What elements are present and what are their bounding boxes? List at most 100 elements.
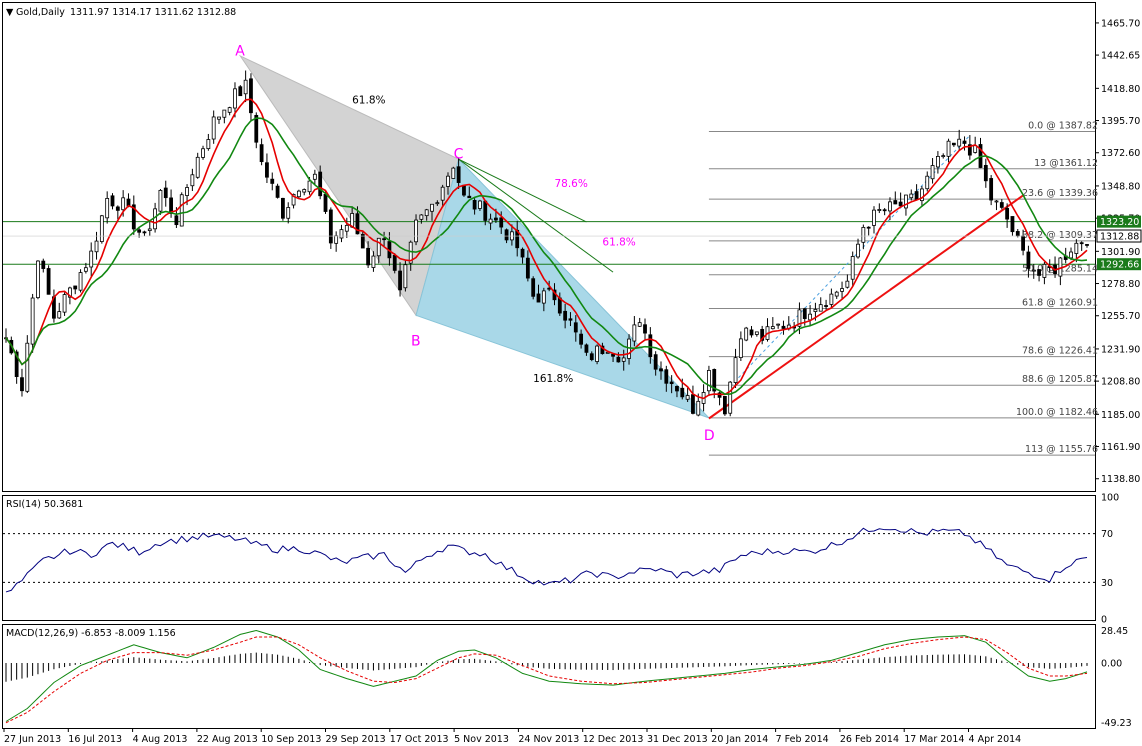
candle-body	[696, 400, 701, 416]
candle-body	[834, 291, 839, 297]
candle-body	[472, 199, 477, 210]
fib-level-label: 38.2 @ 1309.37	[1022, 230, 1098, 241]
candle-body	[712, 369, 717, 392]
candle-body	[983, 164, 988, 182]
candle-body	[861, 226, 866, 243]
candle-body	[584, 344, 589, 353]
macd-tick-label: 28.45	[1101, 626, 1128, 637]
candle-body	[632, 324, 637, 342]
candle-body	[1069, 251, 1073, 259]
candle-body	[781, 325, 786, 329]
time-tick-label: 20 Jan 2014	[711, 734, 768, 745]
slow-moving-average	[5, 117, 1088, 395]
price-tick-label: 1161.90	[1101, 442, 1140, 453]
candle-body	[951, 142, 956, 146]
candle-body	[547, 287, 552, 290]
candle-body	[110, 195, 115, 207]
time-tick-label: 29 Sep 2013	[326, 734, 386, 745]
chart-header-arrow[interactable]: ▼	[6, 7, 14, 18]
candle-body	[20, 377, 24, 392]
macd-tick-label: -49.23	[1101, 718, 1132, 729]
candle-body	[222, 109, 227, 118]
candle-body	[568, 318, 573, 321]
macd-panel: 28.45 0.00 -49.23	[5, 626, 1132, 729]
candle-body	[525, 257, 530, 279]
pattern-ratio-annotation: 61.8%	[352, 94, 385, 106]
candle-body	[824, 305, 828, 307]
candle-body	[334, 235, 339, 244]
candle-body	[504, 229, 509, 241]
candle-body	[414, 219, 418, 243]
candle-body	[1037, 269, 1041, 276]
candle-body	[595, 345, 599, 362]
candle-body	[680, 387, 685, 398]
price-tick-label: 1465.70	[1101, 18, 1140, 29]
candle-body	[621, 357, 626, 362]
candle-body	[728, 381, 733, 414]
candle-body	[754, 331, 759, 335]
candle-body	[967, 144, 972, 156]
candle-body	[451, 167, 456, 179]
candle-body	[286, 207, 291, 219]
candle-body	[174, 215, 179, 226]
candle-body	[722, 395, 727, 415]
candle-body	[957, 138, 962, 147]
candle-body	[573, 322, 578, 333]
price-tick-label: 1208.80	[1101, 377, 1140, 388]
candle-body	[643, 324, 647, 334]
candle-body	[57, 311, 62, 319]
candle-body	[989, 178, 994, 201]
candle-body	[323, 194, 328, 212]
time-tick-label: 22 Aug 2013	[197, 734, 258, 745]
candle-body	[760, 329, 765, 341]
pattern-point-c: C	[454, 147, 464, 163]
fib-level-label: 23.6 @ 1339.36	[1022, 188, 1098, 199]
candle-body	[882, 209, 887, 212]
macd-indicator-title: MACD(12,26,9) -6.853 -8.009 1.156	[6, 628, 176, 639]
candle-body	[829, 293, 834, 305]
candle-body	[195, 156, 200, 178]
price-tick-label: 1301.90	[1101, 247, 1140, 258]
candle-body	[227, 107, 232, 113]
candle-body	[419, 214, 424, 220]
candle-body	[1079, 242, 1084, 245]
candle-body	[925, 175, 930, 190]
time-tick-label: 16 Jul 2013	[68, 734, 122, 745]
macd-tick-label: 0.00	[1101, 658, 1122, 669]
price-tick-label: 1418.80	[1101, 84, 1140, 95]
candle-body	[845, 280, 850, 288]
candle-body	[62, 294, 67, 313]
pattern-point-b: B	[411, 334, 421, 350]
macd-line	[5, 629, 1088, 722]
candle-body	[898, 201, 903, 207]
level-price-tag-label: 1323.20	[1100, 217, 1139, 228]
candle-body	[392, 255, 397, 271]
candle-body	[41, 260, 46, 269]
candle-body	[904, 194, 908, 209]
price-tick-label: 1348.80	[1101, 181, 1140, 192]
time-tick-label: 31 Dec 2013	[647, 734, 708, 745]
rsi-tick-label: 100	[1101, 493, 1119, 504]
candle-body	[813, 309, 818, 312]
time-tick-label: 17 Mar 2014	[904, 734, 964, 745]
candle-body	[1074, 242, 1079, 254]
price-tick-label: 1185.00	[1101, 410, 1140, 421]
pattern-point-d: D	[704, 428, 715, 444]
candle-body	[435, 202, 440, 205]
candle-body	[1010, 216, 1015, 233]
candle-body	[366, 247, 371, 266]
pattern-ratio-annotation: 161.8%	[533, 373, 573, 385]
candle-body	[776, 323, 781, 326]
candle-body	[206, 139, 211, 150]
candle-body	[265, 162, 269, 178]
level-price-tag-label: 1292.66	[1100, 260, 1139, 271]
candle-body	[818, 304, 823, 312]
candle-body	[653, 354, 658, 370]
candle-body	[483, 200, 488, 221]
pattern-triangle-abc	[238, 54, 460, 317]
candle-body	[531, 278, 536, 297]
candle-body	[744, 327, 749, 341]
candle-body	[808, 313, 812, 321]
candle-body	[147, 228, 152, 231]
